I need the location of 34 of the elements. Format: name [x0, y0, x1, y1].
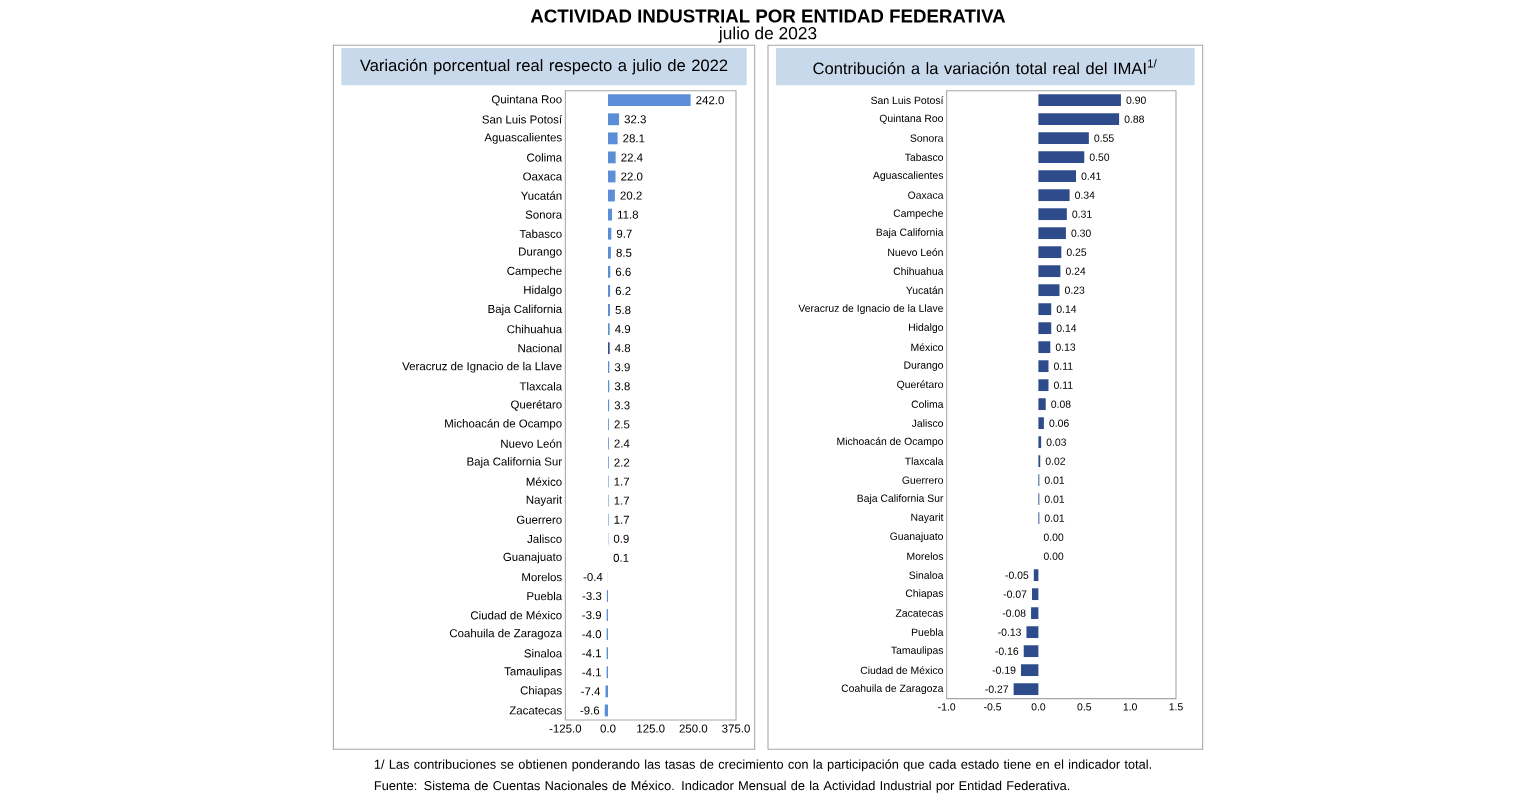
bar: [1038, 417, 1044, 430]
bar: [1038, 265, 1061, 278]
bar: [1038, 170, 1076, 183]
bar: [1038, 341, 1051, 354]
bar: [608, 189, 615, 202]
bar: [1038, 227, 1066, 240]
bar: [1038, 322, 1052, 335]
text: julio de 2023: [718, 26, 817, 43]
bar: [1038, 303, 1052, 316]
bar: [608, 151, 616, 164]
bar: [1023, 645, 1039, 658]
chart-title: Contribución a la variación total real del IMAI$^{1/}$: [813, 59, 1157, 75]
bar: [608, 132, 618, 145]
bar: [608, 113, 620, 126]
bar: [608, 94, 691, 107]
bar: [1038, 132, 1089, 145]
bar: [1038, 360, 1049, 373]
bar: [1013, 683, 1039, 696]
bar: [1038, 246, 1062, 259]
text: ACTIVIDAD INDUSTRIAL POR ENTIDAD FEDERATIVA: [530, 9, 1006, 23]
bar: [1031, 588, 1039, 601]
bar: [1038, 379, 1049, 392]
bar: [1038, 208, 1067, 221]
bar: [1038, 94, 1121, 107]
bar: [1020, 664, 1039, 677]
bar: [1038, 284, 1060, 297]
bar: [608, 170, 616, 183]
bar: [1026, 626, 1039, 639]
chart-title: Variación porcentual real respecto a julio de 2022: [359, 58, 728, 75]
bar: [1038, 398, 1046, 411]
bar: [1038, 151, 1085, 164]
bar: [1038, 189, 1070, 202]
bar: [1038, 113, 1120, 126]
bar: [1031, 607, 1039, 620]
